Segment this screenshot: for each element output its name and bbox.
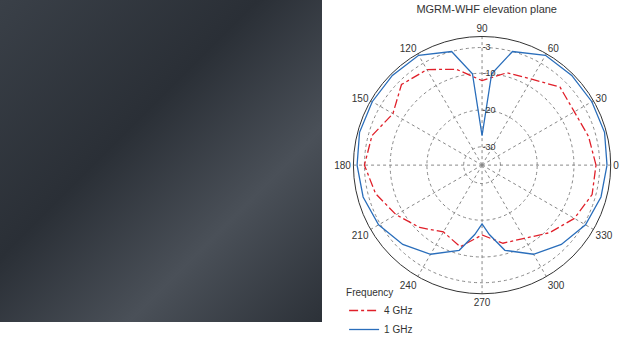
svg-text:330: 330 xyxy=(596,230,613,241)
svg-text:60: 60 xyxy=(548,43,560,54)
svg-text:1 GHz: 1 GHz xyxy=(384,324,412,335)
svg-text:MGRM-WHF elevation plane: MGRM-WHF elevation plane xyxy=(416,3,557,15)
svg-text:-20: -20 xyxy=(483,105,496,115)
svg-text:240: 240 xyxy=(400,280,417,291)
svg-text:-10: -10 xyxy=(483,68,496,78)
svg-text:270: 270 xyxy=(474,297,491,308)
svg-text:300: 300 xyxy=(548,280,565,291)
svg-text:-3: -3 xyxy=(483,42,491,52)
svg-text:120: 120 xyxy=(400,43,417,54)
svg-text:90: 90 xyxy=(476,23,488,34)
svg-text:-30: -30 xyxy=(483,142,496,152)
svg-text:4 GHz: 4 GHz xyxy=(384,305,412,316)
svg-text:180: 180 xyxy=(334,160,351,171)
svg-text:210: 210 xyxy=(352,230,369,241)
svg-text:150: 150 xyxy=(352,93,369,104)
svg-text:0: 0 xyxy=(613,160,619,171)
svg-text:Frequency: Frequency xyxy=(346,287,393,298)
svg-text:30: 30 xyxy=(596,93,608,104)
